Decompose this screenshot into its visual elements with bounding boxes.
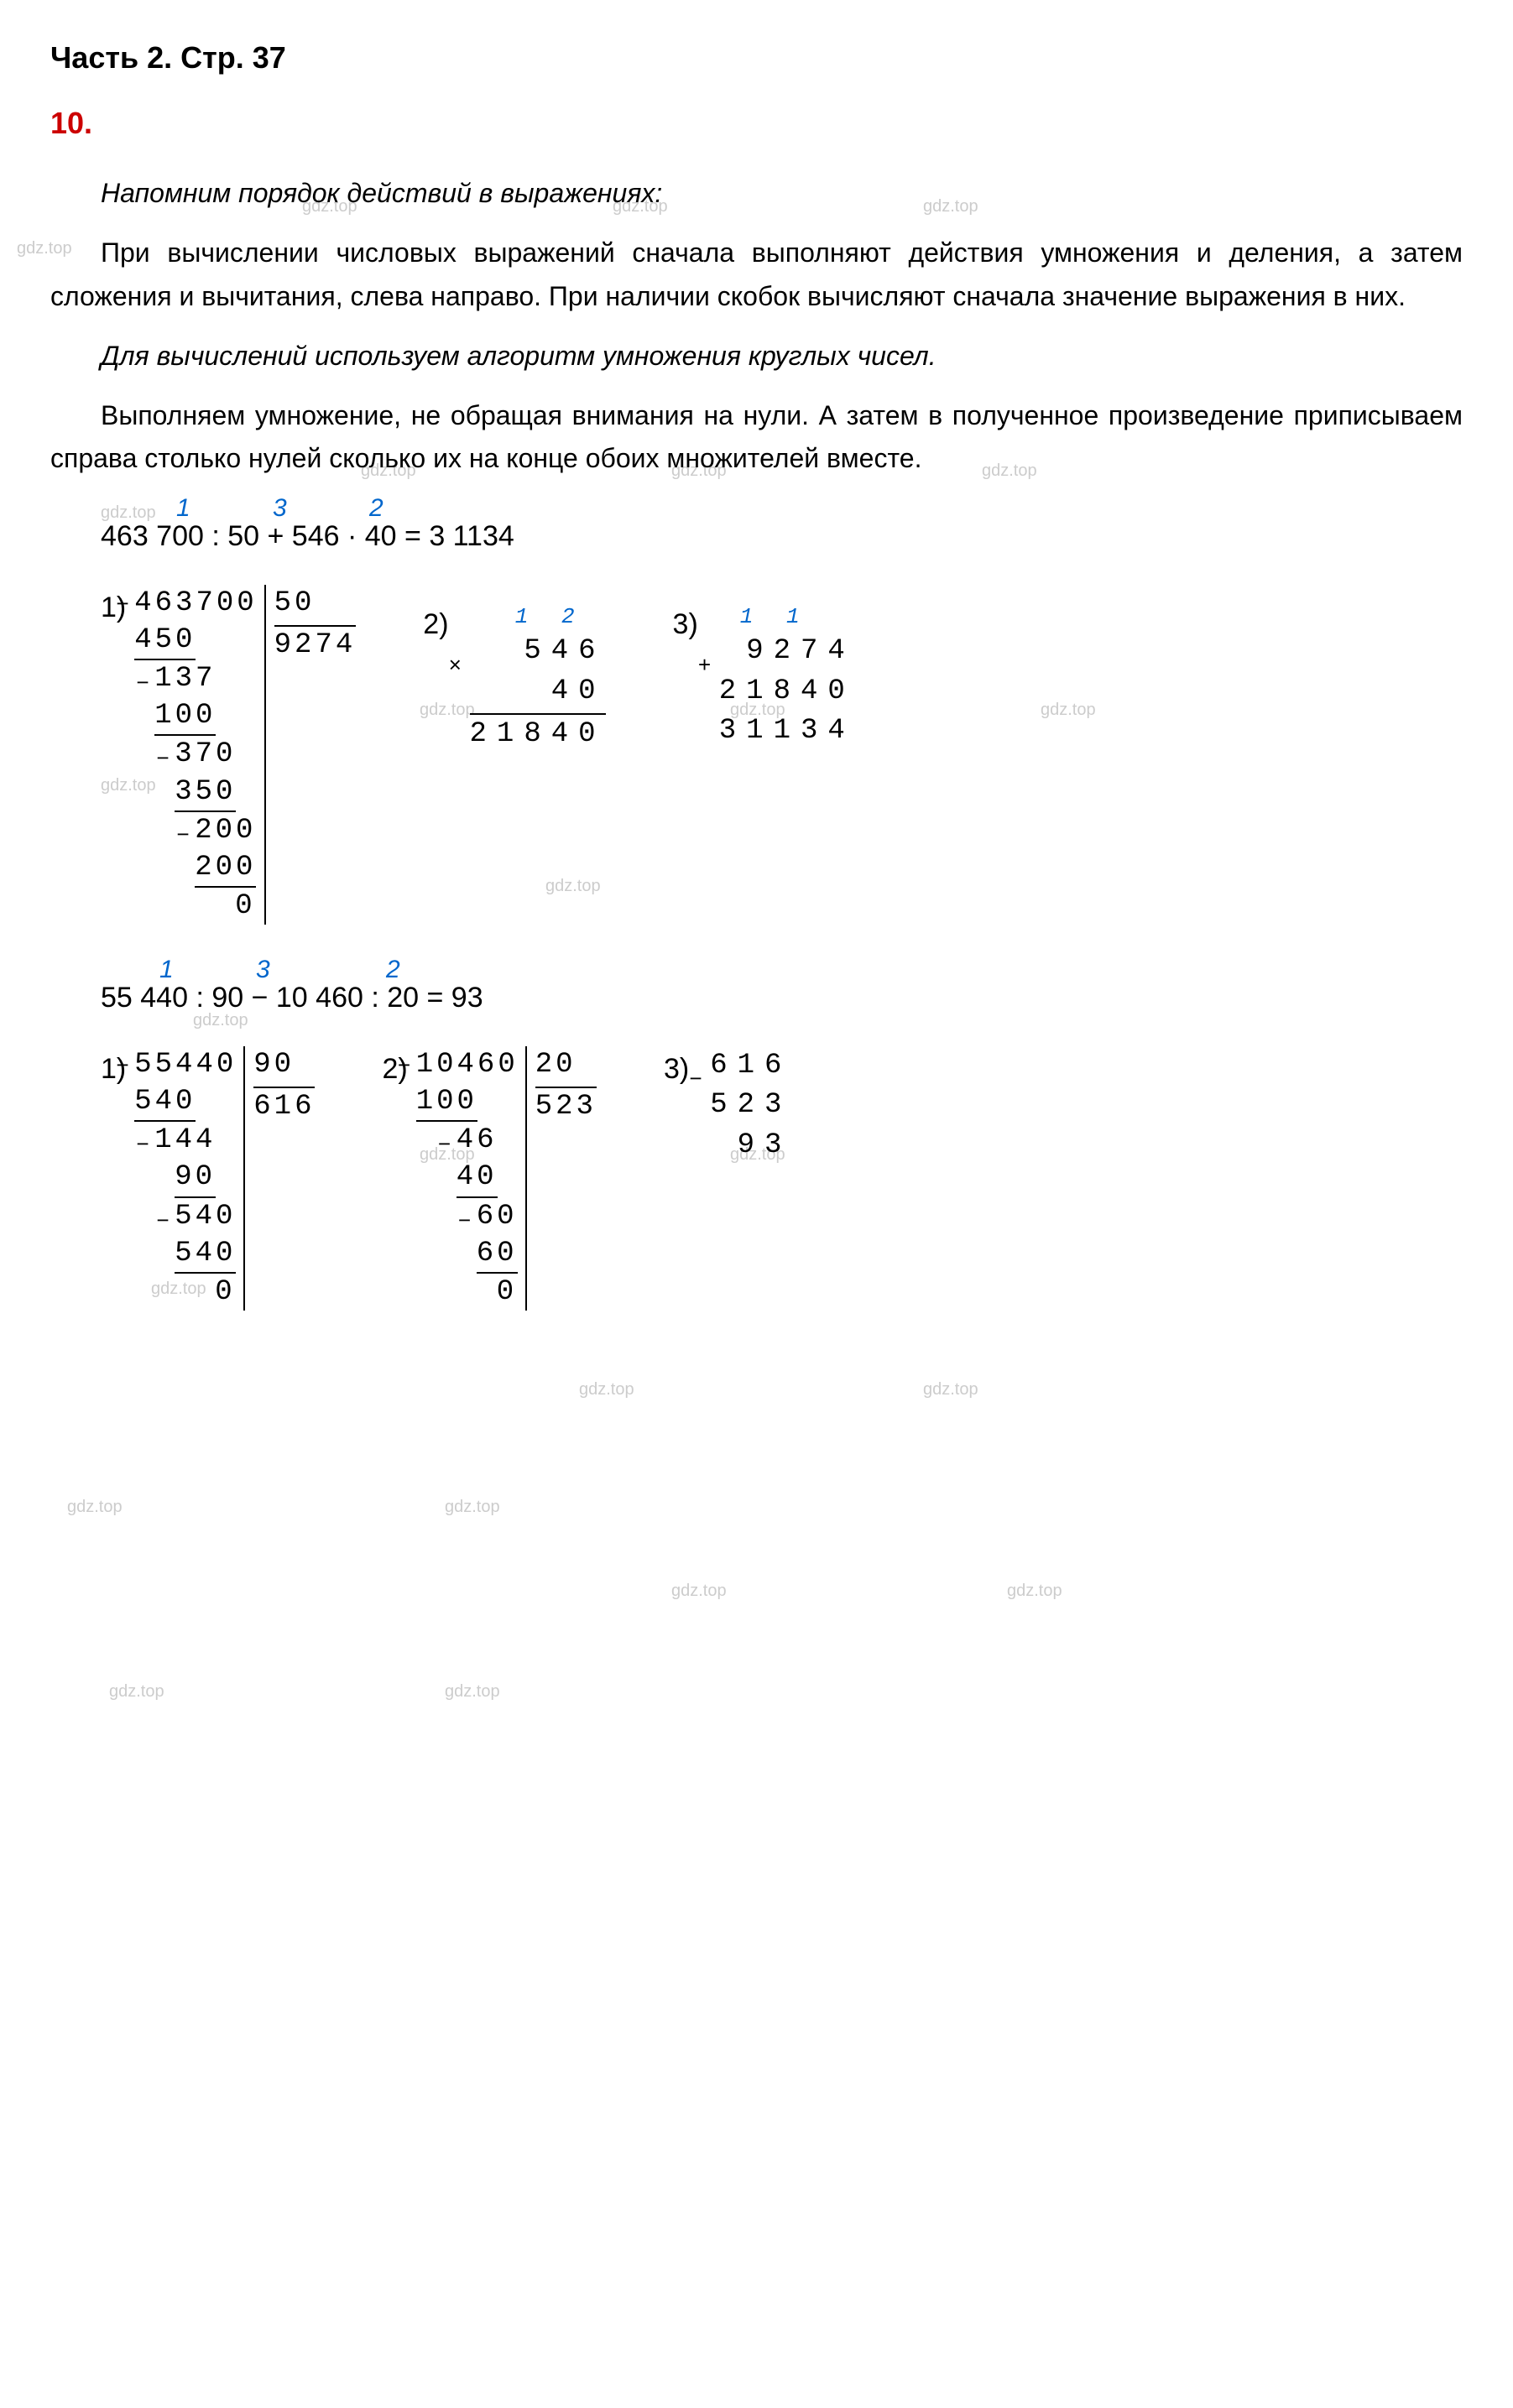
watermark: gdz.top: [67, 1493, 123, 1520]
order-1: 1: [176, 488, 190, 529]
paragraph-3: Выполняем умножение, не обращая внимания…: [50, 394, 1463, 480]
equation-1-text: 463 700 : 50 + 546 · 40 = 3 1134: [101, 520, 514, 552]
calc-2-1: 1) −55440540−14490−540540090616: [101, 1046, 315, 1311]
watermark: gdz.top: [445, 1493, 500, 1520]
order-5: 3: [256, 950, 270, 990]
addend-1: 9274: [719, 632, 855, 672]
intro-text: Напомним порядок действий в выражениях:: [50, 172, 1463, 215]
equation-2: 1 3 2 55 440 : 90 − 10 460 : 20 = 93: [101, 975, 1463, 1020]
paragraph-1: При вычислении числовых выражений сначал…: [50, 232, 1463, 317]
order-4: 1: [159, 950, 174, 990]
problem-number: 10.: [50, 99, 1463, 148]
plus-sign: +: [698, 651, 722, 681]
watermark: gdz.top: [923, 1376, 978, 1403]
watermark: gdz.top: [579, 1376, 634, 1403]
watermark: gdz.top: [109, 1678, 164, 1705]
mult-sign: ×: [449, 651, 472, 681]
watermark: gdz.top: [1007, 1577, 1062, 1604]
calc-label-6: 3): [664, 1046, 689, 1092]
equation-1: 1 3 2 463 700 : 50 + 546 · 40 = 3 1134: [101, 513, 1463, 559]
sub-result: 93: [710, 1126, 791, 1166]
carry-2: 1 1: [719, 602, 855, 632]
multiplicand: 546: [470, 632, 606, 672]
carry-1: 1 2: [470, 602, 585, 632]
addend-2: 21840: [719, 675, 855, 707]
watermark: gdz.top: [445, 1678, 500, 1705]
mult-result: 21840: [470, 715, 606, 755]
order-2: 3: [273, 488, 287, 529]
order-6: 2: [386, 950, 400, 990]
watermark: gdz.top: [671, 1577, 727, 1604]
calc-label-3: 3): [673, 602, 698, 647]
equation-2-text: 55 440 : 90 − 10 460 : 20 = 93: [101, 982, 483, 1014]
page-header: Часть 2. Стр. 37: [50, 34, 1463, 82]
calc-1-2: 2) 1 2 546 × 40 21840: [423, 602, 605, 755]
minus-sign: −: [689, 1065, 712, 1095]
calc-2-2: 2) −10460100−4640−6060020523: [382, 1046, 596, 1311]
minuend: 616: [710, 1046, 791, 1087]
calc-label-2: 2): [423, 602, 448, 647]
calc-1-3: 3) 1 1 9274 + 21840 31134: [673, 602, 855, 752]
subtrahend: 523: [710, 1089, 791, 1121]
calc-1-1: 1) −463700450−137100−370350−200200050927…: [101, 585, 356, 925]
add-result: 31134: [719, 711, 855, 752]
order-3: 2: [369, 488, 383, 529]
multiplier: 40: [551, 675, 606, 707]
paragraph-2: Для вычислений используем алгоритм умнож…: [50, 335, 1463, 378]
calculation-row-2: 1) −55440540−14490−540540090616 2) −1046…: [101, 1046, 1463, 1311]
calc-2-3: 3) 616 − 523 93: [664, 1046, 791, 1166]
calculation-row-1: 1) −463700450−137100−370350−200200050927…: [101, 585, 1463, 925]
